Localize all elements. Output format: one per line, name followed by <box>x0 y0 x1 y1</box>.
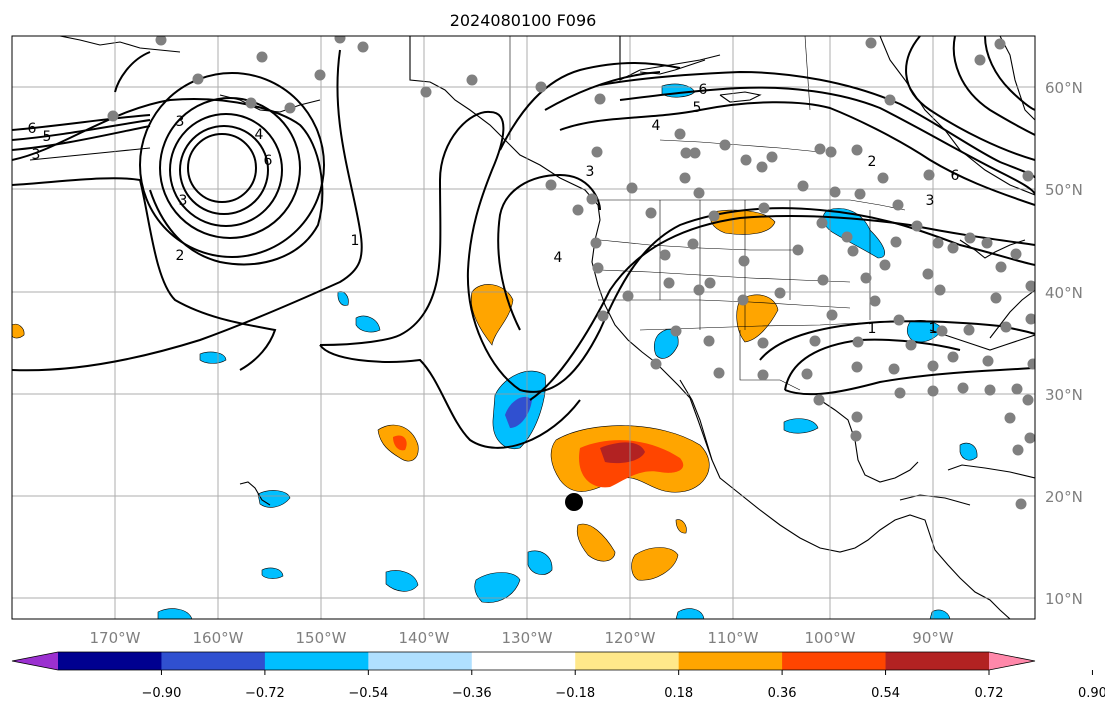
map-title: 2024080100 F096 <box>450 11 597 30</box>
colorbar-tick-label: −0.18 <box>555 686 595 701</box>
map-frame <box>11 35 1036 620</box>
contour-label: 3 <box>179 193 188 209</box>
colorbar-tick-label: 0.90 <box>1078 686 1105 701</box>
colorbar-segment <box>368 652 473 670</box>
latitude-labels: 60°N 50°N 40°N 30°N 20°N 10°N <box>1045 79 1083 608</box>
contour-label: 1 <box>868 321 877 337</box>
colorbar-extend-low <box>12 652 58 670</box>
colorbar-tick-label: 0.54 <box>871 686 900 701</box>
contour-label: 6 <box>264 153 273 169</box>
lat-label: 20°N <box>1045 488 1083 506</box>
lat-label: 40°N <box>1045 284 1083 302</box>
lon-label: 150°W <box>296 629 347 647</box>
lon-label: 100°W <box>805 629 856 647</box>
contour-label: 5 <box>43 129 52 145</box>
colorbar-tick-label: −0.54 <box>348 686 388 701</box>
contour-label: 3 <box>32 147 41 163</box>
contour-label: 6 <box>951 168 960 184</box>
contour-label: 5 <box>693 100 702 116</box>
contour-label: 2 <box>176 248 185 264</box>
colorbar-tick-label: −0.36 <box>452 686 492 701</box>
station-markers <box>107 36 1035 510</box>
contour-label: 2 <box>868 154 877 170</box>
lon-label: 140°W <box>399 629 450 647</box>
contour-label: 6 <box>699 82 708 98</box>
colorbar-tick-label: 0.18 <box>664 686 693 701</box>
longitude-labels: 170°W 160°W 150°W 140°W 130°W 120°W 110°… <box>90 629 954 647</box>
lon-label: 160°W <box>193 629 244 647</box>
colorbar-segment <box>782 652 887 670</box>
colorbar-segment <box>678 652 783 670</box>
colorbar-tick-label: 0.72 <box>975 686 1004 701</box>
contour-label: 3 <box>586 164 595 180</box>
contour-label: 1 <box>351 233 360 249</box>
colorbar-extend-high <box>989 652 1035 670</box>
contour-label: 3 <box>176 114 185 130</box>
contour-label: 4 <box>554 250 563 266</box>
lon-label: 170°W <box>90 629 141 647</box>
graticule <box>12 36 1035 619</box>
colorbar-segment <box>161 652 266 670</box>
colorbar-segment <box>575 652 680 670</box>
map-area: 6 5 3 3 4 6 3 2 1 6 5 4 3 4 2 6 3 1 1 <box>12 36 1035 619</box>
colorbar-tick-label: −0.72 <box>245 686 285 701</box>
contour-label: 4 <box>652 118 661 134</box>
colorbar-outline <box>11 651 1036 671</box>
colorbar-tick-label: 0.36 <box>768 686 797 701</box>
colorbar-tick-label: −0.90 <box>142 686 182 701</box>
coastlines <box>29 36 1035 619</box>
lon-label: 110°W <box>708 629 759 647</box>
colorbar-segment <box>885 652 990 670</box>
lon-label: 120°W <box>605 629 656 647</box>
contour-label: 3 <box>926 193 935 209</box>
lon-label: 90°W <box>912 629 954 647</box>
center-marker <box>565 493 583 511</box>
lat-label: 10°N <box>1045 590 1083 608</box>
lat-label: 30°N <box>1045 386 1083 404</box>
colorbar: −0.90 −0.72 −0.54 −0.36 −0.18 0.18 0.36 0.54 0.7… <box>11 651 1105 701</box>
colorbar-segment <box>264 652 369 670</box>
colorbar-segment <box>471 652 576 670</box>
lat-label: 50°N <box>1045 181 1083 199</box>
colorbar-segment <box>58 652 162 670</box>
lon-label: 130°W <box>502 629 553 647</box>
contour-label: 4 <box>255 127 264 143</box>
contour-label: 6 <box>28 121 37 137</box>
lat-label: 60°N <box>1045 79 1083 97</box>
contour-labels: 6 5 3 3 4 6 3 2 1 6 5 4 3 4 2 6 3 1 1 <box>28 82 960 337</box>
contour-label: 1 <box>929 321 938 337</box>
